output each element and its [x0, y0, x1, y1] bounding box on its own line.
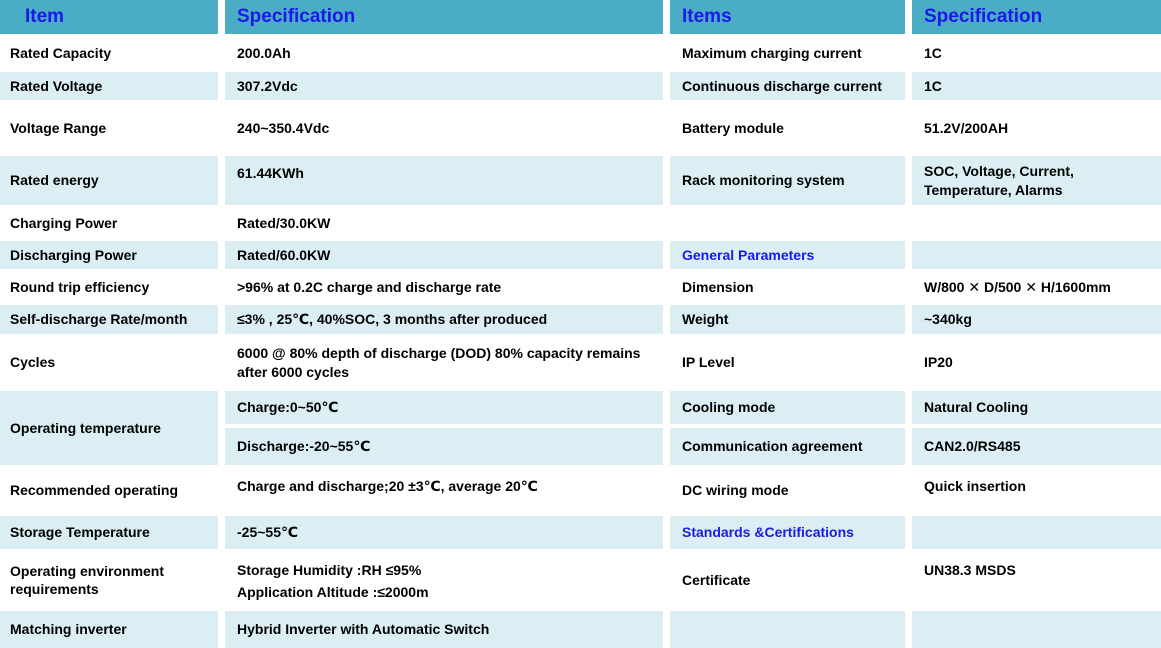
discharging-power-label: Discharging Power: [0, 241, 218, 269]
battery-module-value: 51.2V/200AH: [912, 104, 1161, 152]
weight-value: ~340kg: [912, 305, 1161, 334]
empty-cell: [912, 611, 1161, 648]
cooling-mode-value: Natural Cooling: [912, 391, 1161, 424]
voltage-range-value: 240~350.4Vdc: [225, 104, 663, 152]
dimension-value: W/800 ✕ D/500 ✕ H/1600mm: [912, 273, 1161, 301]
max-charging-current-label: Maximum charging current: [670, 38, 905, 68]
cycles-value: 6000 @ 80% depth of discharge (DOD) 80% …: [225, 338, 663, 387]
charging-power-value: Rated/30.0KW: [225, 209, 663, 237]
cooling-mode-label: Cooling mode: [670, 391, 905, 424]
discharging-power-value: Rated/60.0KW: [225, 241, 663, 269]
operating-temperature-label: Operating temperature: [0, 391, 218, 465]
header-specification-left: Specification: [225, 0, 663, 34]
operating-environment-requirements-value: Storage Humidity :RH ≤95% Application Al…: [225, 553, 663, 607]
self-discharge-rate-value: ≤3% , 25℃, 40%SOC, 3 months after produc…: [225, 305, 663, 334]
max-charging-current-value: 1C: [912, 38, 1161, 68]
recommended-operating-label: Recommended operating: [0, 469, 218, 512]
dimension-label: Dimension: [670, 273, 905, 301]
communication-agreement-value: CAN2.0/RS485: [912, 428, 1161, 465]
rated-voltage-value: 307.2Vdc: [225, 72, 663, 100]
recommended-operating-value: Charge and discharge;20 ±3℃, average 20℃: [225, 469, 663, 512]
certificate-label: Certificate: [670, 553, 905, 607]
empty-cell: [670, 209, 905, 237]
operating-temperature-discharge-value: Discharge:-20~55℃: [225, 428, 663, 465]
standards-certifications-section-header: Standards &Certifications: [670, 516, 905, 549]
rated-energy-label: Rated energy: [0, 156, 218, 205]
certificate-value: UN38.3 MSDS: [912, 553, 1161, 607]
ip-level-value: IP20: [912, 338, 1161, 387]
rack-monitoring-system-label: Rack monitoring system: [670, 156, 905, 205]
battery-module-label: Battery module: [670, 104, 905, 152]
weight-label: Weight: [670, 305, 905, 334]
dc-wiring-mode-value: Quick insertion: [912, 469, 1161, 512]
header-items: Items: [670, 0, 905, 34]
header-item: Item: [0, 0, 218, 34]
dc-wiring-mode-label: DC wiring mode: [670, 469, 905, 512]
communication-agreement-label: Communication agreement: [670, 428, 905, 465]
rack-monitoring-system-value: SOC, Voltage, Current, Temperature, Alar…: [912, 156, 1161, 205]
matching-inverter-label: Matching inverter: [0, 611, 218, 648]
storage-temperature-label: Storage Temperature: [0, 516, 218, 549]
empty-cell: [670, 611, 905, 648]
empty-cell: [912, 209, 1161, 237]
round-trip-efficiency-label: Round trip efficiency: [0, 273, 218, 301]
empty-cell: [912, 241, 1161, 269]
matching-inverter-value: Hybrid Inverter with Automatic Switch: [225, 611, 663, 648]
general-parameters-section-header: General Parameters: [670, 241, 905, 269]
empty-cell: [912, 516, 1161, 549]
header-specification-right: Specification: [912, 0, 1161, 34]
operating-environment-requirements-label: Operating environment requirements: [0, 553, 218, 607]
operating-temperature-charge-value: Charge:0~50℃: [225, 391, 663, 424]
self-discharge-rate-label: Self-discharge Rate/month: [0, 305, 218, 334]
storage-temperature-value: -25~55℃: [225, 516, 663, 549]
rated-capacity-value: 200.0Ah: [225, 38, 663, 68]
continuous-discharge-current-label: Continuous discharge current: [670, 72, 905, 100]
rated-voltage-label: Rated Voltage: [0, 72, 218, 100]
charging-power-label: Charging Power: [0, 209, 218, 237]
voltage-range-label: Voltage Range: [0, 104, 218, 152]
round-trip-efficiency-value: >96% at 0.2C charge and discharge rate: [225, 273, 663, 301]
continuous-discharge-current-value: 1C: [912, 72, 1161, 100]
application-altitude-line: Application Altitude :≤2000m: [237, 584, 429, 601]
storage-humidity-line: Storage Humidity :RH ≤95%: [237, 562, 422, 578]
rated-energy-value: 61.44KWh: [225, 156, 663, 205]
ip-level-label: IP Level: [670, 338, 905, 387]
rated-capacity-label: Rated Capacity: [0, 38, 218, 68]
cycles-label: Cycles: [0, 338, 218, 387]
